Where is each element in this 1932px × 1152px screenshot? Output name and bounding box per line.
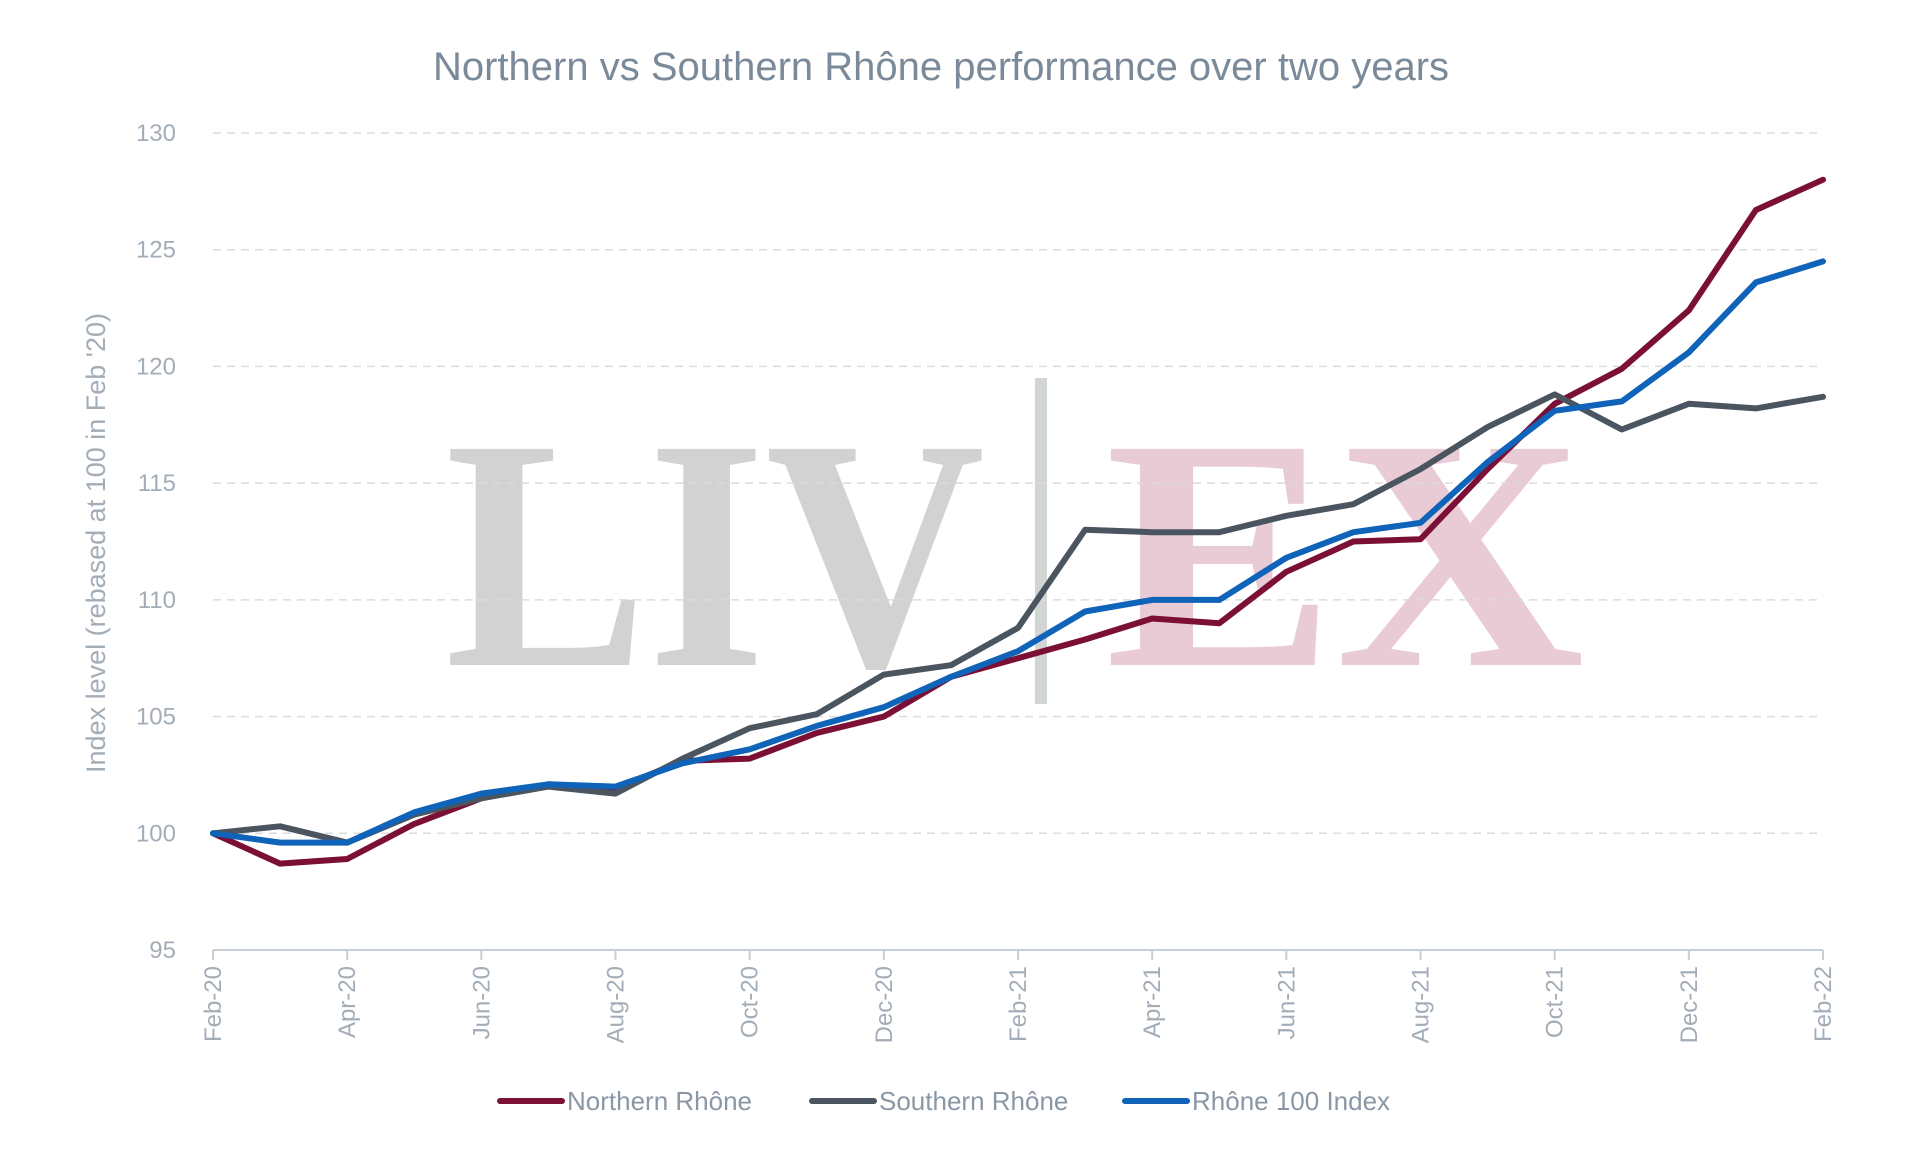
x-axis: Feb-20 Apr-20 Jun-20 Aug-20 Oct-20 Dec-20 Feb-… bbox=[200, 949, 1837, 1043]
x-tick-label: Aug-20 bbox=[603, 966, 630, 1043]
legend-label: Rhône 100 Index bbox=[1192, 1086, 1390, 1116]
y-tick-label: 115 bbox=[138, 470, 176, 497]
watermark-right: EX bbox=[1105, 372, 1585, 737]
y-tick-label: 95 bbox=[149, 937, 176, 964]
series-line-2 bbox=[210, 391, 1826, 846]
legend: Northern Rhône Southern Rhône Rhône 100 In… bbox=[497, 1086, 1390, 1116]
livex-watermark: LIV EX bbox=[445, 372, 1585, 737]
y-tick-label: 125 bbox=[136, 237, 176, 264]
x-tick-label: Aug-21 bbox=[1408, 966, 1435, 1043]
x-tick-label: Jun-21 bbox=[1273, 966, 1300, 1039]
y-tick-label: 100 bbox=[136, 820, 176, 847]
series-line-3 bbox=[210, 258, 1826, 846]
x-tick-label: Dec-20 bbox=[871, 966, 898, 1043]
x-tick-label: Dec-21 bbox=[1676, 966, 1703, 1043]
y-tick-label: 130 bbox=[136, 120, 176, 147]
x-tick-label: Apr-20 bbox=[334, 966, 361, 1038]
x-tick-label: Feb-21 bbox=[1005, 966, 1032, 1042]
x-tick-label: Feb-20 bbox=[200, 966, 227, 1042]
series-lines bbox=[210, 176, 1826, 867]
x-tick-label: Feb-22 bbox=[1810, 966, 1837, 1042]
x-tick-label: Apr-21 bbox=[1139, 966, 1166, 1038]
x-tick-label: Oct-21 bbox=[1542, 966, 1569, 1038]
legend-label: Northern Rhône bbox=[567, 1086, 752, 1116]
x-tick-label: Oct-20 bbox=[737, 966, 764, 1038]
y-axis-ticks: 95 100 105 110 115 120 125 130 bbox=[136, 120, 176, 964]
watermark-left: LIV bbox=[445, 372, 985, 737]
y-tick-label: 110 bbox=[138, 587, 176, 614]
legend-label: Southern Rhône bbox=[879, 1086, 1068, 1116]
chart-title: Northern vs Southern Rhône performance o… bbox=[433, 45, 1449, 89]
x-tick-label: Jun-20 bbox=[468, 966, 495, 1039]
gridlines bbox=[213, 132, 1823, 835]
y-axis-title: Index level (rebased at 100 in Feb '20) bbox=[81, 313, 111, 773]
y-tick-label: 105 bbox=[136, 704, 176, 731]
y-tick-label: 120 bbox=[136, 353, 176, 380]
